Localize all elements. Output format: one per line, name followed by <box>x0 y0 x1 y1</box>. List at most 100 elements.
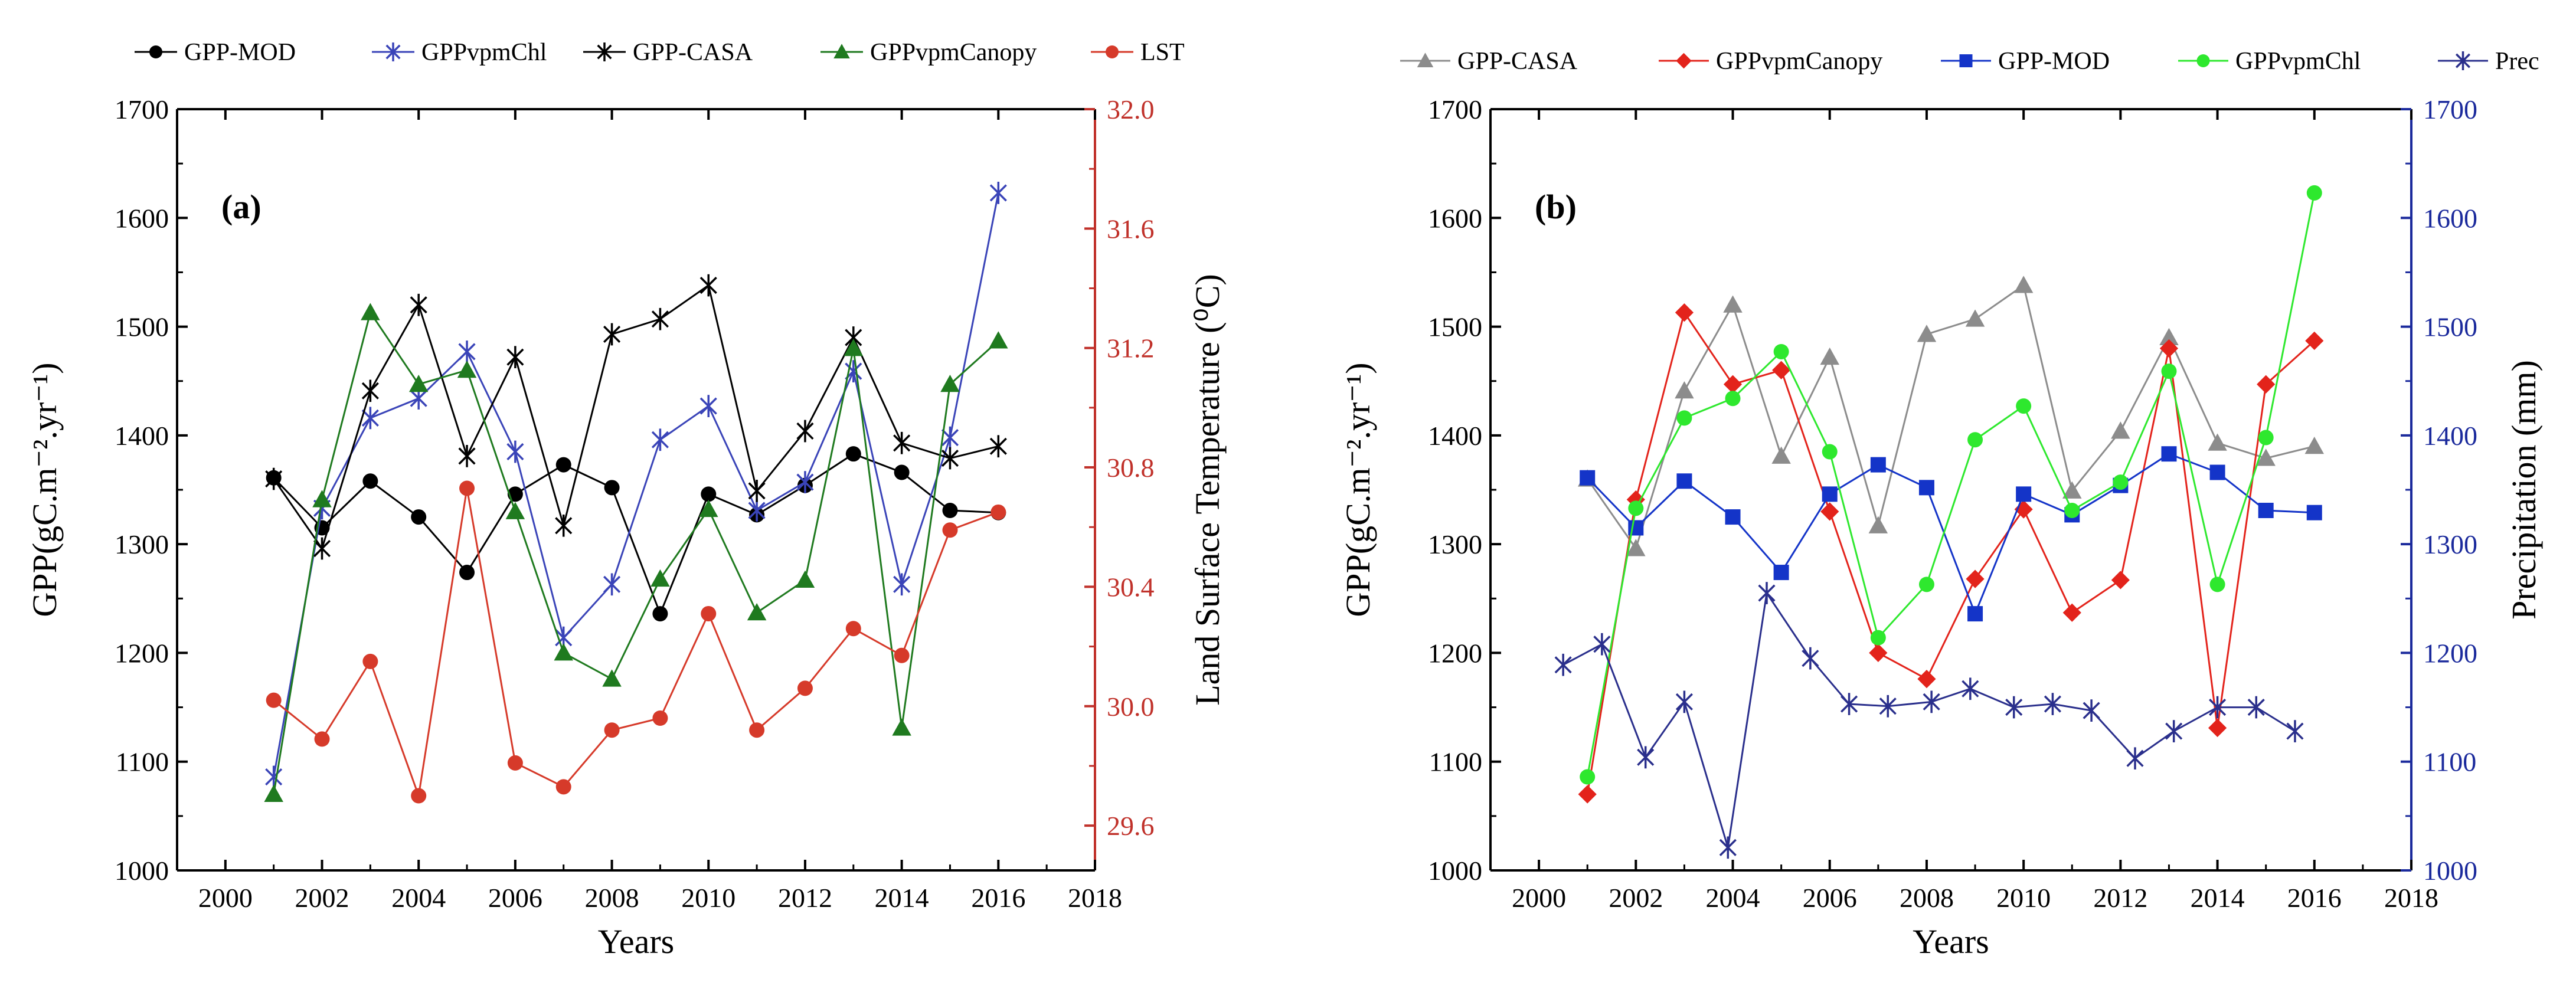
data-point <box>458 445 476 467</box>
data-point <box>1868 516 1888 533</box>
y-tick-label-left: 1600 <box>115 203 169 233</box>
data-point <box>1626 539 1646 556</box>
data-point <box>266 692 282 708</box>
data-point <box>2111 421 2130 439</box>
data-point <box>650 569 670 587</box>
data-point <box>941 426 959 449</box>
data-point <box>361 407 379 430</box>
x-tick-label: 2002 <box>295 883 349 913</box>
series-gppvpmchl <box>265 182 1007 788</box>
series-gppvpmchl <box>1580 185 2322 785</box>
x-tick-label: 2006 <box>488 883 542 913</box>
data-point <box>1723 375 1743 394</box>
legend: GPP-CASA GPPvpmCanopy GPP-MOD GPPvpmChl Prec <box>1400 48 2539 75</box>
y-tick-label-left: 1500 <box>115 312 169 342</box>
data-point <box>1675 690 1693 713</box>
legend-label: GPP-CASA <box>633 39 753 66</box>
x-tick-label: 2010 <box>1996 883 2051 913</box>
x-tick-label: 2016 <box>971 883 1025 913</box>
data-point <box>506 440 524 463</box>
data-point <box>2013 276 2034 293</box>
series-line <box>1587 453 2315 617</box>
legend-marker <box>385 42 401 61</box>
series-gpp-casa <box>1577 276 2325 556</box>
y-tick-label-right: 1300 <box>2423 529 2477 559</box>
legend-marker <box>2196 54 2210 67</box>
data-point <box>1841 693 1858 715</box>
legend-marker <box>597 42 612 61</box>
data-point <box>602 669 622 687</box>
panel-label: (b) <box>1535 188 1577 226</box>
data-point <box>2126 747 2144 770</box>
y-tick-label-right: 1600 <box>2423 203 2477 233</box>
series-line <box>273 310 999 795</box>
x-tick-label: 2018 <box>2384 883 2438 913</box>
panel-a: 2000 2002 2004 2006 2008 2010 2012 2014 2016 2018… <box>25 39 1227 961</box>
series-line <box>1562 591 2296 848</box>
data-point <box>748 479 766 502</box>
data-point <box>1918 480 1934 496</box>
x-tick-label: 2002 <box>1609 883 1663 913</box>
y-tick-label-right: 1700 <box>2423 94 2477 125</box>
x-tick-label: 2000 <box>1512 883 1566 913</box>
data-point <box>699 499 718 518</box>
y-tick-label-left: 1300 <box>1428 529 1482 559</box>
x-tick-label: 2016 <box>2287 883 2342 913</box>
panel-b: 2000 2002 2004 2006 2008 2010 2012 2014 2016 2018… <box>1339 48 2543 961</box>
data-point <box>2208 433 2227 451</box>
y-axis-title-left: GPP(gC.m⁻².yr⁻¹) <box>25 362 64 617</box>
data-point <box>1676 473 1692 489</box>
series-line <box>273 453 999 617</box>
series-line <box>1586 192 2316 777</box>
y-axis-title-left: GPP(gC.m⁻².yr⁻¹) <box>1339 362 1377 617</box>
legend-label: GPP-MOD <box>1998 48 2110 75</box>
data-point <box>1773 343 1789 359</box>
y-tick-label-right: 32.0 <box>1107 94 1155 125</box>
y-tick-label-left: 1600 <box>1428 203 1482 233</box>
data-point <box>1675 381 1694 399</box>
data-point <box>2257 375 2276 394</box>
data-point <box>748 499 766 522</box>
data-point <box>312 490 332 507</box>
data-point <box>1820 347 1839 365</box>
x-tick-label: 2006 <box>1803 883 1857 913</box>
data-point <box>505 502 525 519</box>
x-tick-label: 2018 <box>1068 883 1122 913</box>
legend-marker <box>149 45 162 58</box>
data-point <box>2083 699 2100 722</box>
data-point <box>989 182 1007 204</box>
y-tick-label-right: 31.6 <box>1107 214 1155 244</box>
data-point <box>1758 582 1776 604</box>
data-point <box>941 447 959 470</box>
data-point <box>2304 437 2325 454</box>
data-point <box>457 361 477 378</box>
x-tick-label: 2004 <box>391 883 446 913</box>
data-point <box>411 509 427 525</box>
data-point <box>1870 457 1886 473</box>
y-tick-label-right: 31.2 <box>1107 333 1155 363</box>
data-point <box>651 428 669 451</box>
data-point <box>990 504 1006 520</box>
legend-marker <box>2455 51 2471 70</box>
data-point <box>604 480 620 496</box>
data-point <box>2161 363 2177 379</box>
x-tick-label: 2014 <box>875 883 929 913</box>
data-point <box>940 374 960 392</box>
data-point <box>796 420 814 443</box>
x-axis-title: Years <box>598 922 674 961</box>
data-point <box>603 323 621 346</box>
data-point <box>1580 769 1596 785</box>
data-point <box>893 573 911 596</box>
panel-label: (a) <box>221 188 261 226</box>
series-gpp-mod <box>1580 446 2322 622</box>
y-tick-label-left: 1300 <box>115 529 169 559</box>
data-point <box>2064 503 2080 519</box>
x-tick-label: 2012 <box>778 883 832 913</box>
data-point <box>361 379 379 402</box>
data-point <box>894 647 910 663</box>
data-point <box>2209 464 2225 480</box>
data-point <box>2005 696 2023 719</box>
data-point <box>603 573 621 596</box>
data-point <box>797 680 813 696</box>
data-point <box>264 784 283 802</box>
